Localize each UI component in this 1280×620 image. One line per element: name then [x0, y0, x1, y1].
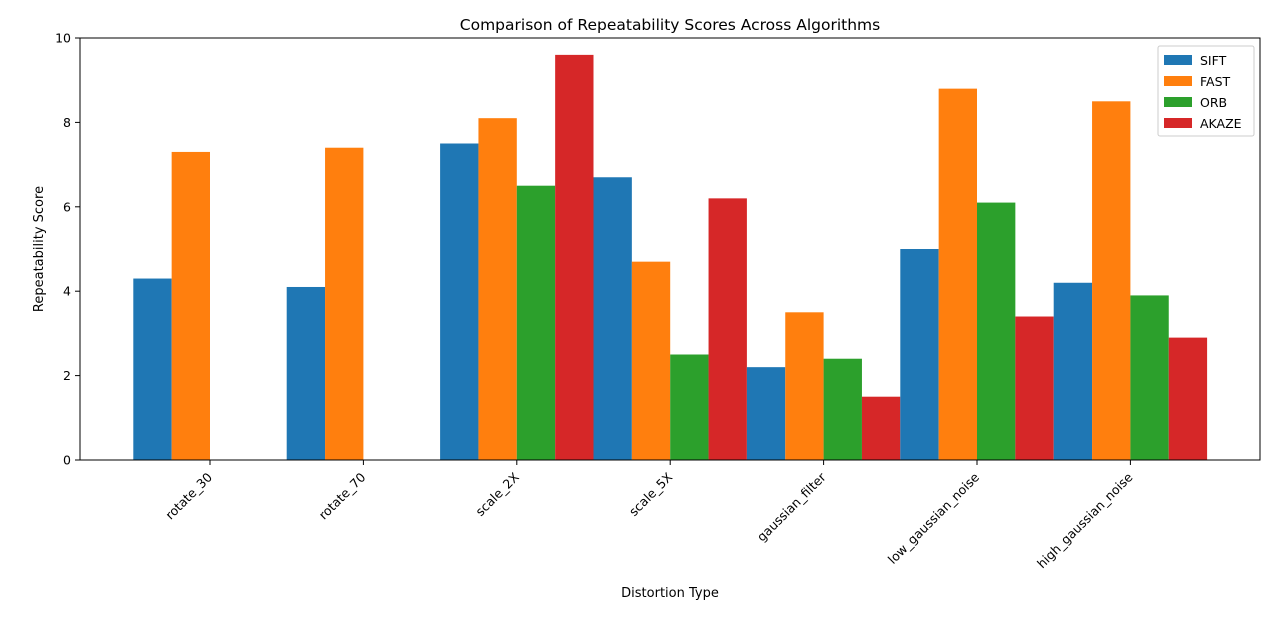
- y-tick-label: 8: [63, 115, 71, 130]
- bar-sift-high_gaussian_noise: [1053, 282, 1093, 460]
- bar-sift-gaussian_filter: [746, 367, 786, 460]
- bar-fast-rotate_30: [171, 151, 210, 460]
- bar-akaze-high_gaussian_noise: [1168, 337, 1208, 460]
- x-tick-label: rotate_30: [162, 469, 215, 522]
- y-tick-label: 4: [63, 284, 71, 299]
- bar-orb-scale_5x: [670, 354, 709, 460]
- bar-fast-high_gaussian_noise: [1092, 101, 1131, 461]
- legend-swatch-sift: [1164, 55, 1192, 65]
- bar-fast-low_gaussian_noise: [938, 88, 977, 460]
- bar-akaze-gaussian_filter: [861, 396, 901, 460]
- legend-swatch-akaze: [1164, 118, 1192, 128]
- bar-fast-scale_5x: [631, 261, 671, 460]
- bars-layer: [133, 54, 1208, 461]
- legend-label-orb: ORB: [1200, 95, 1227, 110]
- y-axis-label: Repeatability Score: [32, 186, 47, 312]
- bar-sift-rotate_70: [286, 286, 326, 460]
- x-axis: rotate_30 rotate_70 scale_2X scale_5X gaussi…: [162, 460, 1136, 571]
- legend-label-akaze: AKAZE: [1200, 116, 1242, 131]
- bar-fast-rotate_70: [325, 147, 364, 460]
- legend-label-sift: SIFT: [1200, 53, 1227, 68]
- y-axis: 0 2 4 6 8 10: [55, 31, 80, 468]
- x-tick-label: high_gaussian_noise: [1034, 469, 1136, 571]
- bar-akaze-low_gaussian_noise: [1015, 316, 1054, 460]
- x-tick-label: scale_5X: [626, 469, 676, 519]
- x-tick-label: gaussian_filter: [754, 469, 830, 545]
- x-tick-label: rotate_70: [316, 469, 369, 522]
- bar-fast-gaussian_filter: [785, 312, 824, 460]
- bar-orb-high_gaussian_noise: [1130, 295, 1169, 460]
- bar-orb-scale_2x: [516, 185, 556, 460]
- bar-orb-low_gaussian_noise: [977, 202, 1016, 460]
- bar-sift-scale_2x: [440, 143, 479, 460]
- x-axis-label: Distortion Type: [621, 586, 719, 601]
- bar-orb-gaussian_filter: [823, 358, 862, 460]
- bar-sift-low_gaussian_noise: [900, 249, 939, 460]
- y-tick-label: 10: [55, 31, 71, 46]
- bar-sift-rotate_30: [133, 278, 172, 460]
- legend-box: [1157, 45, 1255, 137]
- x-tick-label: low_gaussian_noise: [885, 469, 983, 567]
- y-tick-label: 0: [63, 453, 71, 468]
- y-tick-label: 6: [63, 199, 71, 214]
- chart-title: Comparison of Repeatability Scores Acros…: [460, 16, 880, 34]
- x-tick-label: scale_2X: [472, 469, 522, 519]
- bar-sift-scale_5x: [593, 177, 632, 460]
- y-tick-label: 2: [63, 368, 71, 383]
- legend-swatch-fast: [1164, 76, 1192, 86]
- bar-fast-scale_2x: [478, 118, 517, 461]
- legend: SIFT FAST ORB AKAZE: [1157, 45, 1255, 137]
- legend-label-fast: FAST: [1200, 74, 1231, 89]
- legend-swatch-orb: [1164, 97, 1192, 107]
- bar-akaze-scale_5x: [708, 198, 747, 461]
- bar-akaze-scale_2x: [555, 54, 594, 460]
